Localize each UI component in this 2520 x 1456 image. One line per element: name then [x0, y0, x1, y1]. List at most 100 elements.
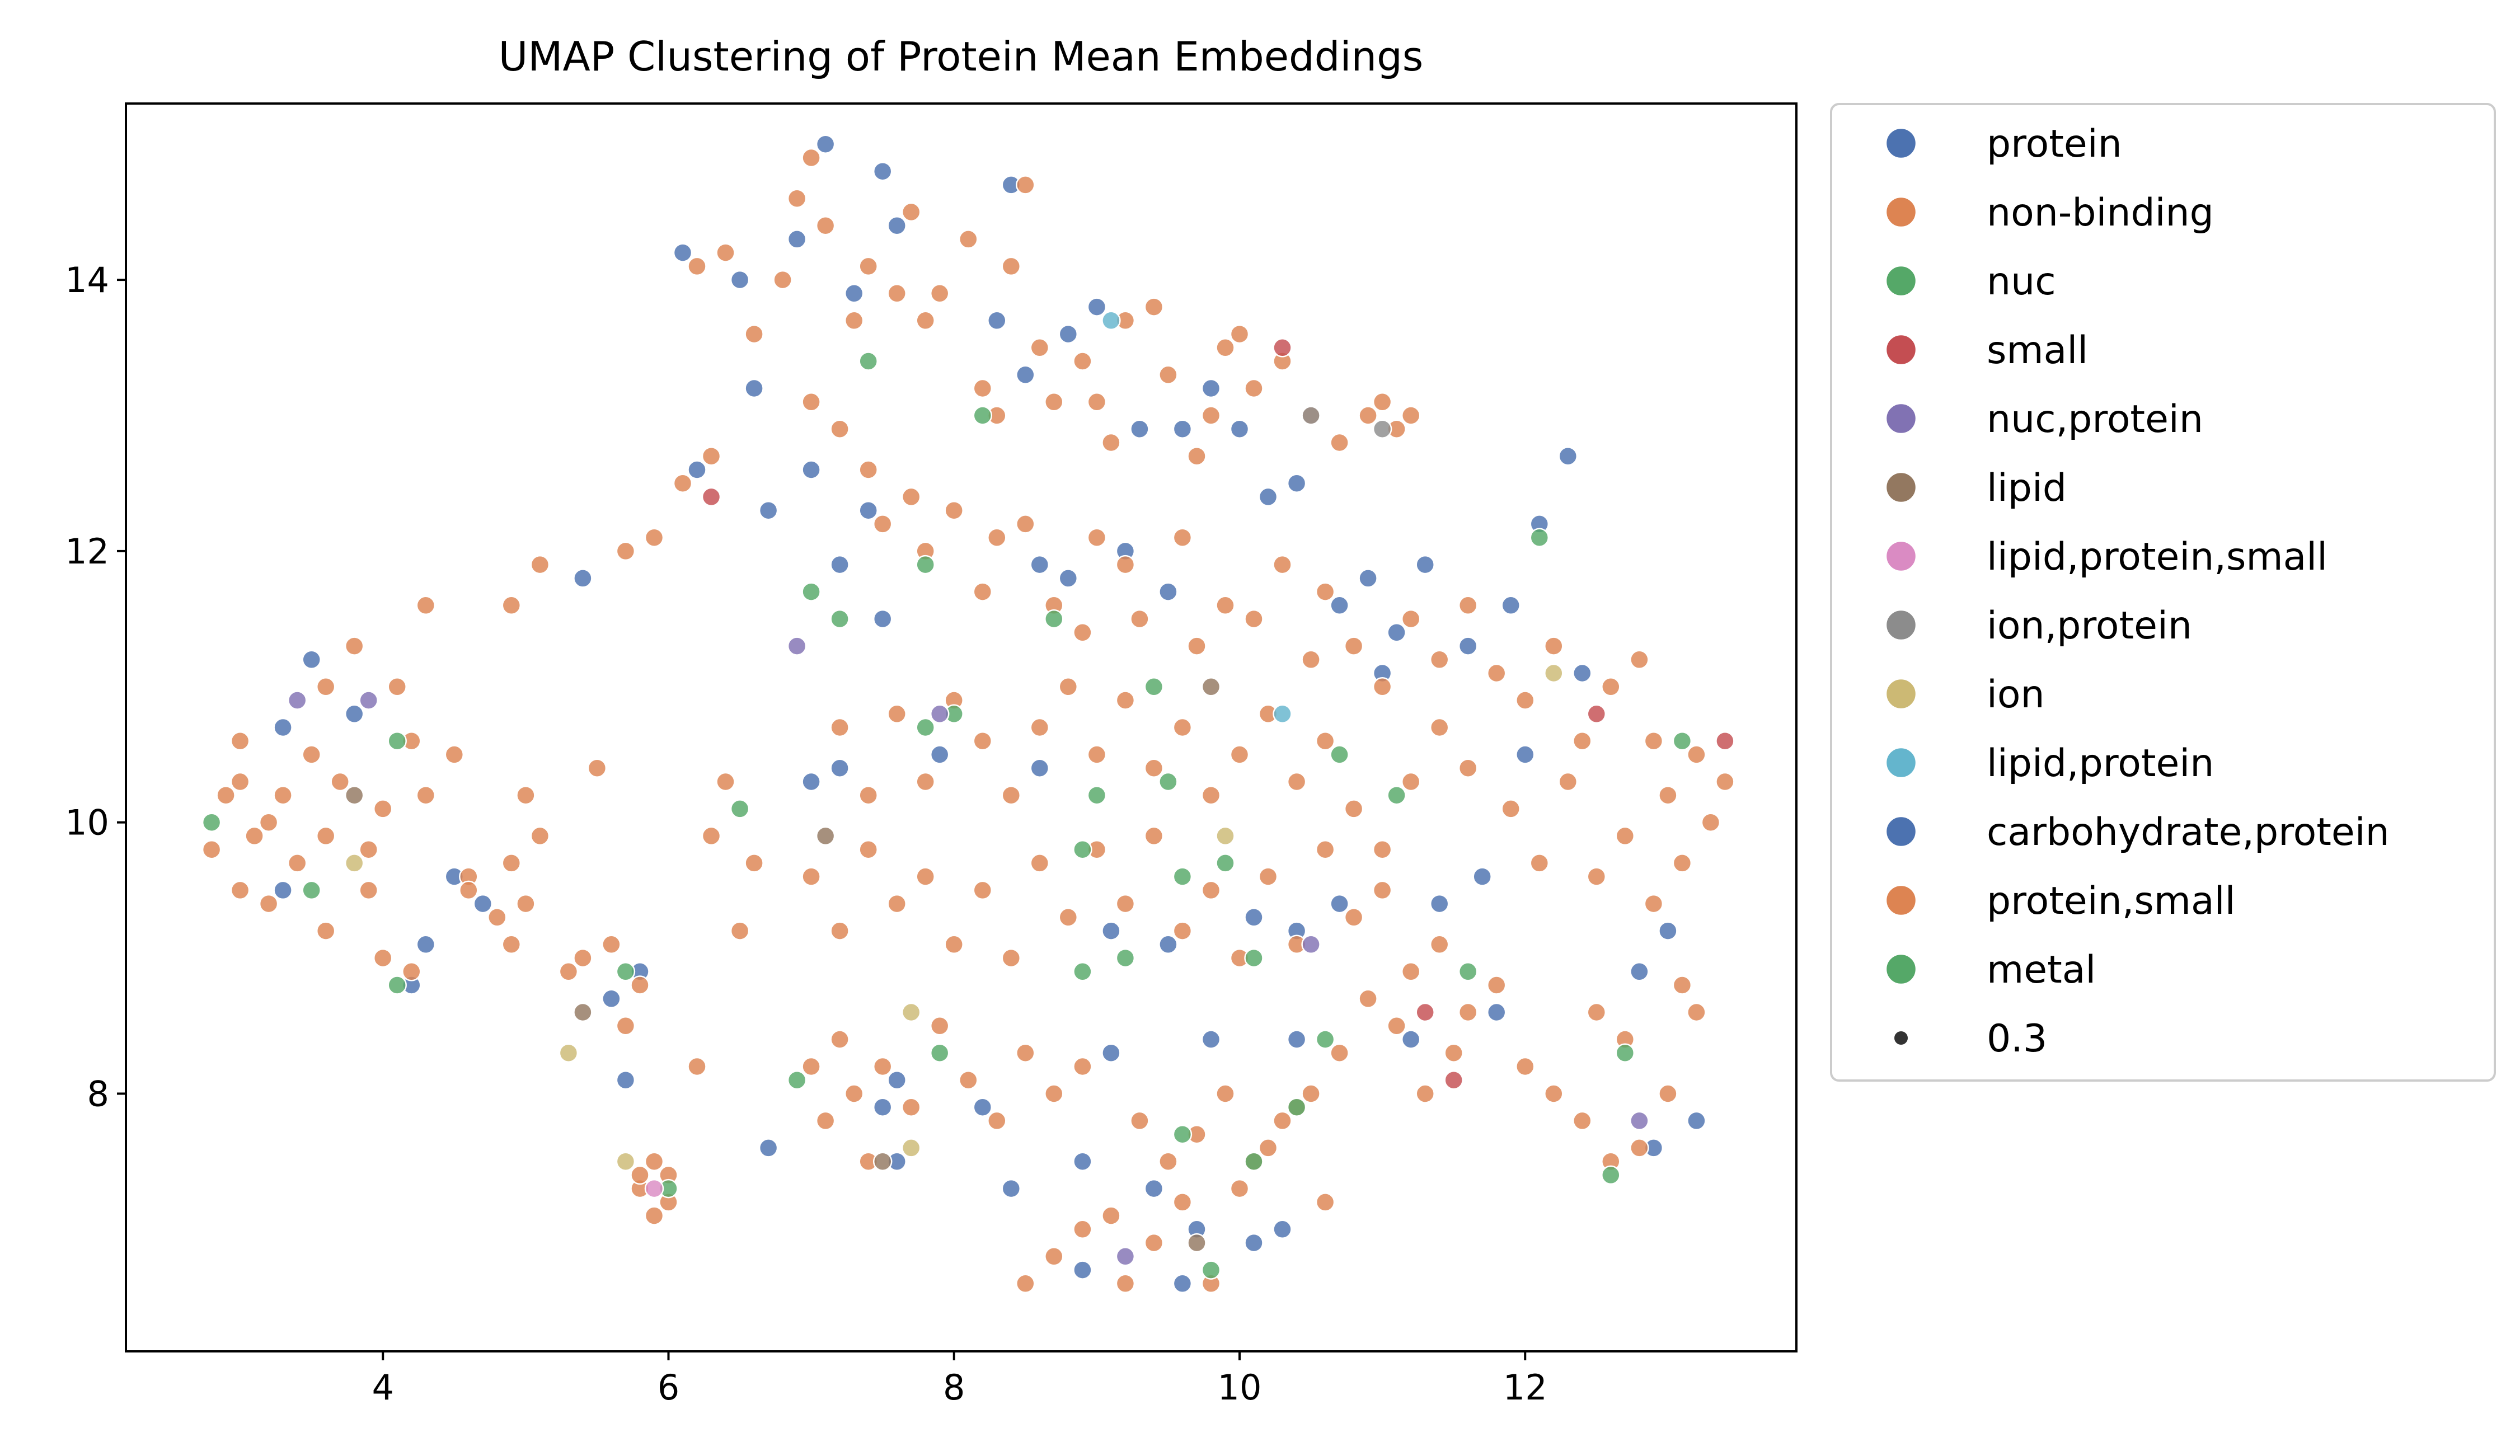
data-point	[987, 528, 1007, 547]
data-point	[1115, 894, 1135, 914]
legend-label: small	[1987, 328, 2088, 373]
legend-marker	[1885, 815, 1917, 848]
data-point	[1030, 338, 1050, 358]
data-point	[1144, 1233, 1164, 1253]
data-point	[1529, 528, 1550, 547]
data-point	[872, 514, 893, 534]
legend-label: lipid,protein,small	[1987, 535, 2327, 579]
data-point	[1287, 1030, 1307, 1049]
data-point	[1073, 351, 1092, 371]
data-point	[872, 609, 893, 629]
data-point	[673, 473, 693, 493]
data-point	[359, 691, 378, 710]
data-point	[1230, 419, 1250, 439]
data-point	[1387, 623, 1406, 642]
data-point	[1073, 1056, 1092, 1077]
legend-marker	[1885, 884, 1917, 917]
data-point	[1016, 1274, 1035, 1294]
data-point	[687, 1056, 707, 1077]
data-point	[1230, 745, 1250, 764]
y-tick-label: 10	[65, 802, 109, 843]
data-point	[1687, 1111, 1706, 1131]
legend-marker	[1885, 678, 1917, 710]
data-point	[302, 880, 321, 900]
data-point	[830, 921, 850, 941]
data-point	[1615, 826, 1635, 846]
data-point	[758, 1138, 778, 1158]
data-point	[1544, 663, 1564, 683]
data-point	[344, 785, 364, 805]
data-point	[973, 582, 993, 602]
data-point	[1044, 1247, 1064, 1266]
data-point	[1158, 772, 1178, 792]
data-point	[201, 839, 222, 859]
data-point	[730, 799, 750, 819]
data-point	[887, 284, 907, 303]
legend: protein non-binding nuc small nuc,protein lip…	[1830, 103, 2496, 1082]
data-point	[1158, 1152, 1178, 1171]
data-point	[344, 853, 364, 873]
data-point	[1486, 975, 1507, 995]
data-point	[1372, 419, 1392, 439]
data-point	[1429, 934, 1449, 955]
data-point	[1630, 650, 1649, 670]
data-point	[787, 229, 807, 249]
data-point	[1016, 514, 1035, 534]
data-point	[830, 419, 850, 439]
data-point	[1444, 1070, 1463, 1090]
data-point	[516, 894, 536, 914]
data-point	[1558, 446, 1578, 466]
data-point	[930, 704, 950, 724]
data-point	[944, 934, 964, 955]
data-point	[1158, 582, 1178, 602]
data-point	[373, 799, 393, 819]
data-point	[973, 1097, 993, 1117]
data-point	[1144, 1178, 1164, 1199]
y-axis: 8 10 12 14	[65, 260, 126, 1114]
data-point	[1115, 1247, 1135, 1266]
data-point	[1073, 839, 1092, 859]
data-point	[1073, 1152, 1092, 1171]
data-point	[1058, 324, 1078, 344]
data-point	[887, 1070, 907, 1090]
data-point	[830, 758, 850, 778]
data-point	[530, 826, 550, 846]
data-point	[387, 975, 407, 995]
data-point	[1172, 419, 1193, 439]
data-point	[373, 948, 393, 968]
y-tick-label: 14	[65, 260, 109, 300]
data-point	[872, 1097, 893, 1117]
data-point	[1172, 528, 1193, 547]
legend-label: nuc	[1987, 260, 2056, 304]
data-point	[530, 555, 550, 575]
data-point	[1429, 717, 1449, 738]
legend-marker	[1885, 540, 1917, 572]
data-point	[1058, 569, 1078, 588]
data-point	[1273, 1111, 1292, 1131]
data-point	[1030, 717, 1050, 738]
data-point	[1315, 1030, 1335, 1049]
data-point	[330, 772, 350, 792]
data-point	[302, 650, 321, 670]
legend-label: lipid	[1987, 466, 2067, 510]
data-point	[344, 704, 364, 724]
data-point	[1130, 609, 1149, 629]
data-point	[1287, 772, 1307, 792]
data-point	[1216, 826, 1235, 846]
data-point	[730, 921, 750, 941]
data-point	[559, 1043, 579, 1063]
data-point	[830, 1030, 850, 1049]
data-point	[858, 256, 878, 276]
data-point	[1087, 392, 1107, 412]
data-point	[1315, 582, 1335, 602]
data-point	[830, 555, 850, 575]
data-point	[487, 908, 507, 927]
data-point	[1315, 1192, 1335, 1212]
data-point	[830, 717, 850, 738]
data-point	[1130, 419, 1149, 439]
data-point	[1087, 528, 1107, 547]
legend-marker	[1885, 746, 1917, 779]
data-point	[1030, 758, 1050, 778]
data-point	[630, 1165, 650, 1185]
data-point	[1573, 731, 1592, 751]
